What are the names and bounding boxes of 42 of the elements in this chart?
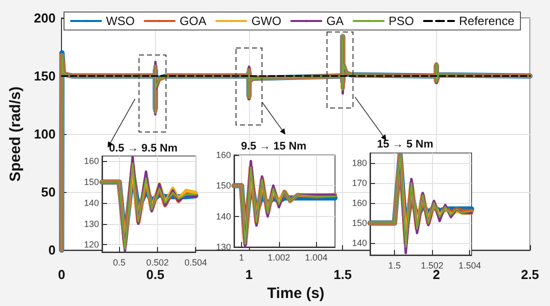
y-tick-label: 160 xyxy=(84,156,99,166)
y-tick-label: 150 xyxy=(34,68,56,84)
y-axis-title: Speed (rad/s) xyxy=(7,86,24,182)
legend-label: PSO xyxy=(388,14,414,28)
legend-label: GA xyxy=(326,14,344,28)
y-tick-label: 150 xyxy=(352,218,367,228)
y-tick-label: 170 xyxy=(352,178,367,188)
x-tick-label: 1 xyxy=(245,267,253,282)
y-tick-label: 160 xyxy=(216,150,231,160)
y-tick-label: 150 xyxy=(84,177,99,188)
x-tick-label: 1.5 xyxy=(334,267,352,282)
y-tick-label: 100 xyxy=(34,126,56,142)
x-tick-label: 0.502 xyxy=(146,258,169,268)
x-tick-label: 1.504 xyxy=(458,260,482,270)
x-tick-label: 1 xyxy=(238,252,244,262)
y-tick-label: 140 xyxy=(84,198,99,208)
legend-label: Reference xyxy=(459,14,515,28)
chart-title: 15 → 5 Nm xyxy=(377,138,434,150)
y-tick-label: 150 xyxy=(216,180,231,191)
x-tick-label: 0.504 xyxy=(184,258,208,268)
chart-title: 0.5 → 9.5 Nm xyxy=(109,142,178,154)
y-tick-label: 130 xyxy=(216,242,231,252)
x-tick-label: 1.002 xyxy=(268,252,290,262)
y-tick-label: 120 xyxy=(84,240,99,250)
x-tick-label: 0.5 xyxy=(112,258,126,268)
x-tick-label: 0.5 xyxy=(146,267,164,282)
y-tick-label: 140 xyxy=(216,211,231,222)
chart-title: 9.5 → 15 Nm xyxy=(241,140,307,152)
y-tick-label: 140 xyxy=(352,238,367,248)
y-tick-label: 200 xyxy=(34,10,56,26)
y-tick-label: 180 xyxy=(352,158,367,168)
x-tick-label: 1.5 xyxy=(388,260,401,270)
x-tick-label: 0 xyxy=(58,267,66,282)
x-tick-label: 2.5 xyxy=(520,267,540,282)
y-tick-label: 50 xyxy=(41,184,56,200)
legend-label: WSO xyxy=(106,14,135,28)
y-tick-label: 160 xyxy=(352,198,367,208)
legend-label: GWO xyxy=(251,14,282,28)
y-tick-label: 130 xyxy=(84,218,99,229)
x-axis-title: Time (s) xyxy=(267,285,324,302)
legend-label: GOA xyxy=(180,14,206,28)
x-tick-label: 1.004 xyxy=(305,252,328,262)
